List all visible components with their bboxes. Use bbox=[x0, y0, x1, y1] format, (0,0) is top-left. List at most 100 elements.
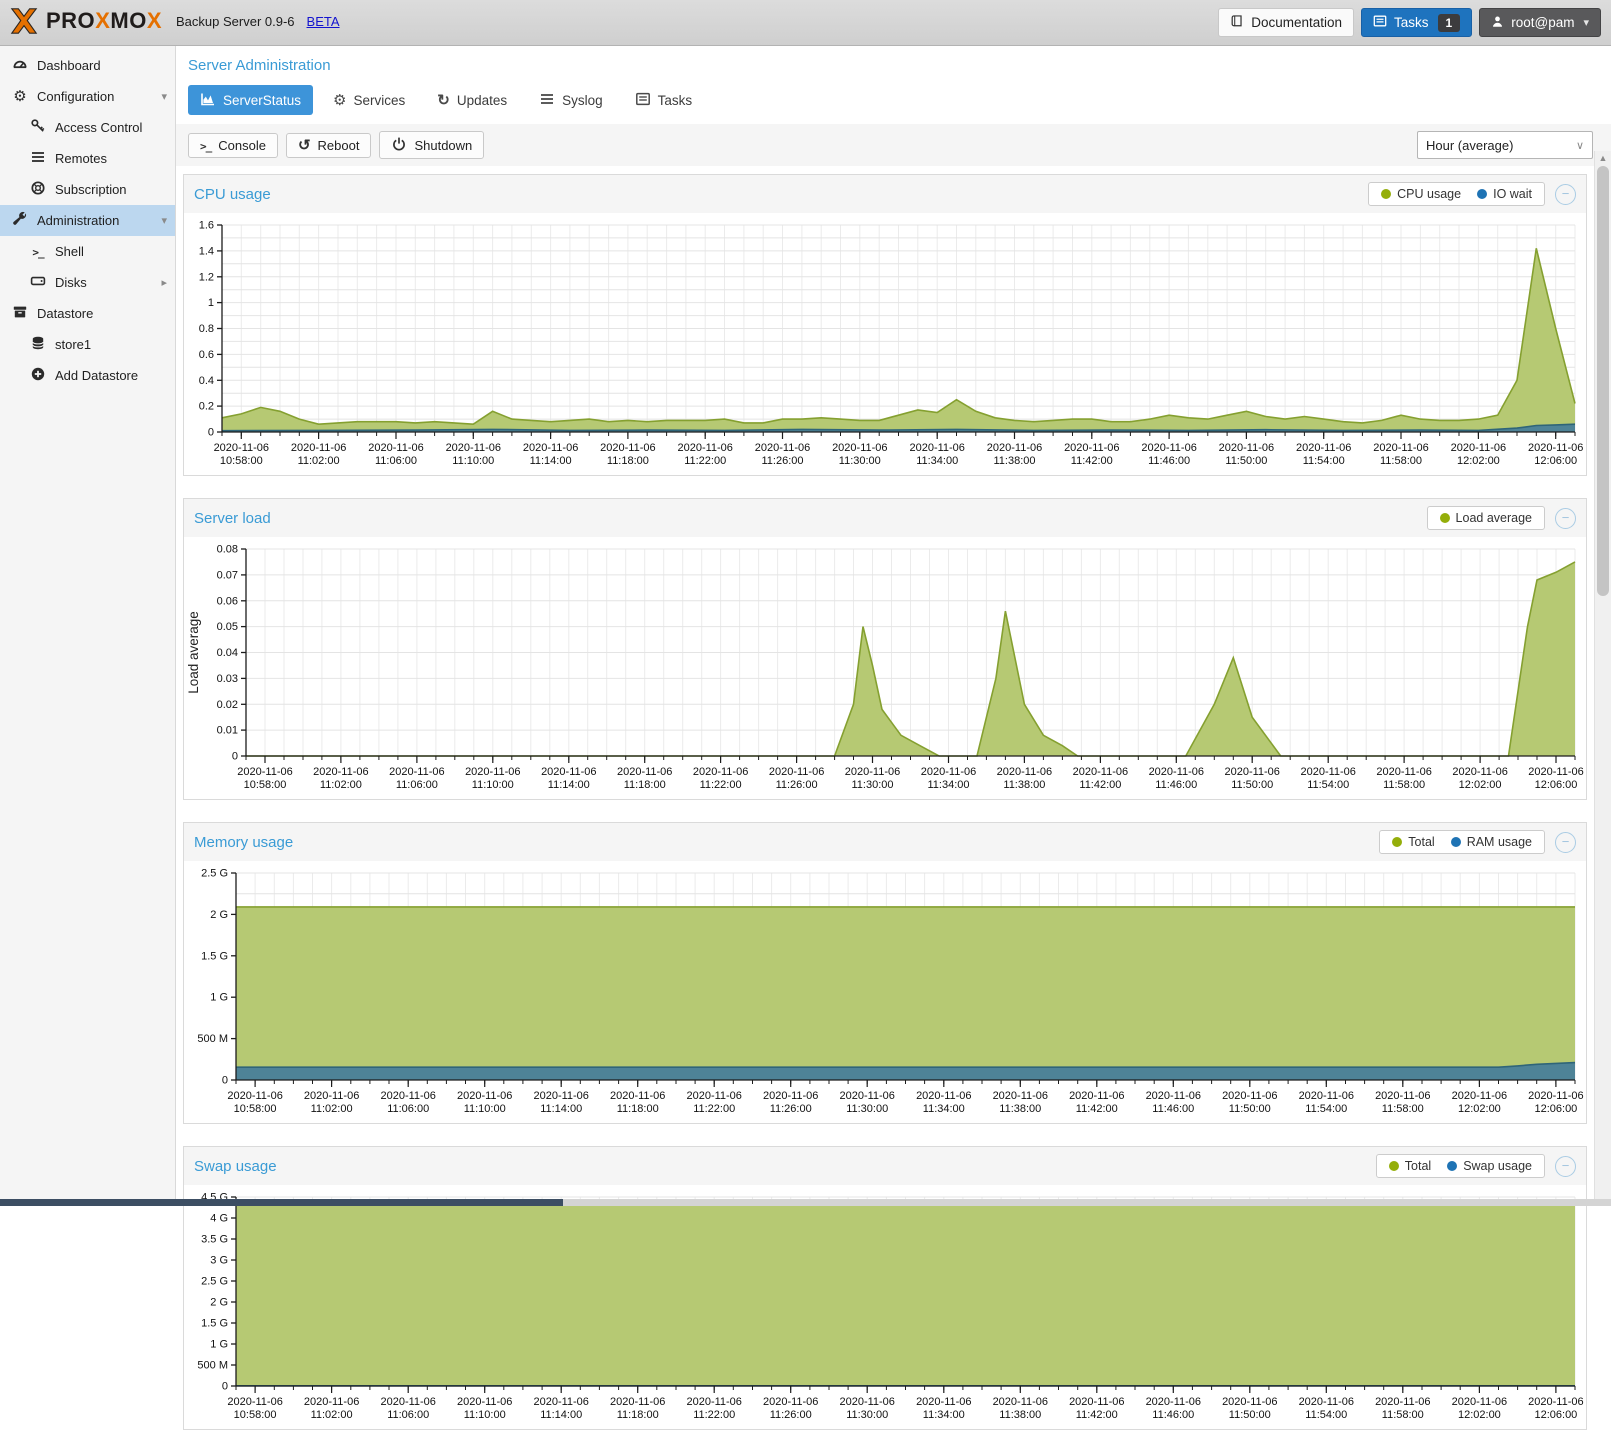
svg-text:11:50:00: 11:50:00 bbox=[1225, 455, 1267, 467]
svg-text:11:38:00: 11:38:00 bbox=[999, 1103, 1041, 1115]
svg-text:11:02:00: 11:02:00 bbox=[298, 455, 340, 467]
scrollbar-thumb[interactable] bbox=[1597, 166, 1609, 596]
beta-link[interactable]: BETA bbox=[307, 14, 340, 29]
legend-item[interactable]: Total bbox=[1389, 1159, 1431, 1173]
svg-text:2020-11-06: 2020-11-06 bbox=[313, 766, 368, 778]
svg-text:2020-11-06: 2020-11-06 bbox=[755, 442, 810, 454]
toolbar: >_Console ↺Reboot Shutdown Hour (average)∨ bbox=[176, 124, 1611, 166]
svg-text:12:06:00: 12:06:00 bbox=[1534, 1103, 1577, 1115]
legend-item[interactable]: IO wait bbox=[1477, 187, 1532, 201]
documentation-button[interactable]: Documentation bbox=[1218, 8, 1354, 37]
svg-text:2020-11-06: 2020-11-06 bbox=[921, 766, 976, 778]
svg-text:12:02:00: 12:02:00 bbox=[1459, 779, 1502, 791]
svg-text:0.2: 0.2 bbox=[199, 401, 214, 413]
sidebar-item-label: store1 bbox=[55, 337, 91, 352]
plus-circle-icon bbox=[28, 366, 48, 385]
svg-text:11:50:00: 11:50:00 bbox=[1231, 779, 1273, 791]
svg-text:12:06:00: 12:06:00 bbox=[1534, 1409, 1577, 1421]
reboot-button[interactable]: ↺Reboot bbox=[286, 133, 372, 158]
svg-text:11:06:00: 11:06:00 bbox=[375, 455, 417, 467]
svg-text:2020-11-06: 2020-11-06 bbox=[987, 442, 1042, 454]
sidebar-item-store1[interactable]: store1 bbox=[0, 329, 175, 360]
svg-text:11:58:00: 11:58:00 bbox=[1382, 1409, 1424, 1421]
tab-services[interactable]: ⚙Services bbox=[321, 85, 417, 115]
sidebar-item-shell[interactable]: >_Shell bbox=[0, 236, 175, 267]
svg-text:1.4: 1.4 bbox=[199, 245, 214, 257]
chevron-down-icon[interactable]: ▾ bbox=[161, 214, 167, 227]
svg-text:11:54:00: 11:54:00 bbox=[1305, 1409, 1347, 1421]
svg-text:2.5 G: 2.5 G bbox=[201, 868, 228, 880]
svg-text:11:02:00: 11:02:00 bbox=[311, 1409, 353, 1421]
tab-serverstatus[interactable]: ServerStatus bbox=[188, 85, 313, 115]
legend-item[interactable]: Load average bbox=[1440, 511, 1532, 525]
svg-text:11:38:00: 11:38:00 bbox=[1003, 779, 1045, 791]
svg-text:11:10:00: 11:10:00 bbox=[452, 455, 494, 467]
svg-text:2020-11-06: 2020-11-06 bbox=[1219, 442, 1274, 454]
chevron-down-icon[interactable]: ▾ bbox=[161, 90, 167, 103]
svg-text:11:14:00: 11:14:00 bbox=[540, 1103, 582, 1115]
legend-item[interactable]: Swap usage bbox=[1447, 1159, 1532, 1173]
timeframe-select[interactable]: Hour (average)∨ bbox=[1417, 131, 1593, 159]
svg-text:11:34:00: 11:34:00 bbox=[916, 455, 958, 467]
svg-text:11:06:00: 11:06:00 bbox=[387, 1409, 429, 1421]
sidebar-item-disks[interactable]: Disks▸ bbox=[0, 267, 175, 298]
hdd-icon bbox=[28, 273, 48, 292]
svg-text:10:58:00: 10:58:00 bbox=[244, 779, 287, 791]
tab-updates[interactable]: ↻Updates bbox=[425, 85, 519, 115]
collapse-panel-button[interactable]: − bbox=[1555, 1156, 1576, 1177]
sidebar-item-dashboard[interactable]: Dashboard bbox=[0, 50, 175, 81]
sidebar-item-configuration[interactable]: ⚙Configuration▾ bbox=[0, 81, 175, 112]
svg-text:11:42:00: 11:42:00 bbox=[1079, 779, 1121, 791]
user-menu-button[interactable]: root@pam ▾ bbox=[1479, 8, 1601, 37]
sidebar-item-administration[interactable]: Administration▾ bbox=[0, 205, 175, 236]
svg-text:11:58:00: 11:58:00 bbox=[1383, 779, 1425, 791]
tab-syslog[interactable]: Syslog bbox=[527, 85, 615, 115]
key-icon bbox=[28, 118, 48, 137]
svg-text:2020-11-06: 2020-11-06 bbox=[541, 766, 596, 778]
tasks-button[interactable]: Tasks 1 bbox=[1361, 8, 1472, 37]
sidebar-item-access-control[interactable]: Access Control bbox=[0, 112, 175, 143]
svg-text:2020-11-06: 2020-11-06 bbox=[1299, 1090, 1354, 1102]
user-icon bbox=[1491, 15, 1504, 31]
svg-text:500 M: 500 M bbox=[197, 1033, 228, 1045]
collapse-panel-button[interactable]: − bbox=[1555, 184, 1576, 205]
shutdown-button[interactable]: Shutdown bbox=[379, 131, 484, 159]
sidebar-item-remotes[interactable]: Remotes bbox=[0, 143, 175, 174]
svg-text:2020-11-06: 2020-11-06 bbox=[533, 1090, 588, 1102]
console-button[interactable]: >_Console bbox=[188, 133, 278, 158]
svg-text:0: 0 bbox=[232, 751, 238, 763]
svg-text:11:06:00: 11:06:00 bbox=[396, 779, 438, 791]
legend-item[interactable]: RAM usage bbox=[1451, 835, 1532, 849]
collapse-panel-button[interactable]: − bbox=[1555, 832, 1576, 853]
svg-text:2020-11-06: 2020-11-06 bbox=[763, 1090, 818, 1102]
wrench-icon bbox=[10, 211, 30, 230]
legend-item[interactable]: CPU usage bbox=[1381, 187, 1461, 201]
collapse-panel-button[interactable]: − bbox=[1555, 508, 1576, 529]
svg-text:11:50:00: 11:50:00 bbox=[1229, 1103, 1271, 1115]
svg-text:0.04: 0.04 bbox=[217, 647, 238, 659]
svg-text:2020-11-06: 2020-11-06 bbox=[610, 1396, 665, 1408]
svg-text:11:46:00: 11:46:00 bbox=[1152, 1409, 1194, 1421]
vertical-scrollbar[interactable]: ▲ bbox=[1594, 151, 1611, 1206]
svg-text:2020-11-06: 2020-11-06 bbox=[763, 1396, 818, 1408]
chevron-right-icon[interactable]: ▸ bbox=[161, 276, 167, 289]
chart-legend: Total RAM usage bbox=[1379, 830, 1545, 854]
tab-tasks[interactable]: Tasks bbox=[623, 85, 705, 115]
svg-text:2020-11-06: 2020-11-06 bbox=[1069, 1396, 1124, 1408]
sidebar-item-subscription[interactable]: Subscription bbox=[0, 174, 175, 205]
svg-text:0.06: 0.06 bbox=[217, 595, 238, 607]
svg-text:2020-11-06: 2020-11-06 bbox=[600, 442, 655, 454]
sidebar-item-datastore[interactable]: Datastore bbox=[0, 298, 175, 329]
page-title: Server Administration bbox=[176, 45, 1611, 74]
svg-text:2020-11-06: 2020-11-06 bbox=[380, 1396, 435, 1408]
legend-item[interactable]: Total bbox=[1392, 835, 1434, 849]
scroll-up-arrow-icon[interactable]: ▲ bbox=[1595, 153, 1611, 163]
tab-bar: ServerStatus ⚙Services ↻Updates Syslog Tasks bbox=[188, 85, 1611, 115]
sidebar-item-add-datastore[interactable]: Add Datastore bbox=[0, 360, 175, 391]
gears-icon: ⚙ bbox=[10, 89, 30, 104]
svg-text:2020-11-06: 2020-11-06 bbox=[533, 1396, 588, 1408]
database-icon bbox=[28, 335, 48, 354]
